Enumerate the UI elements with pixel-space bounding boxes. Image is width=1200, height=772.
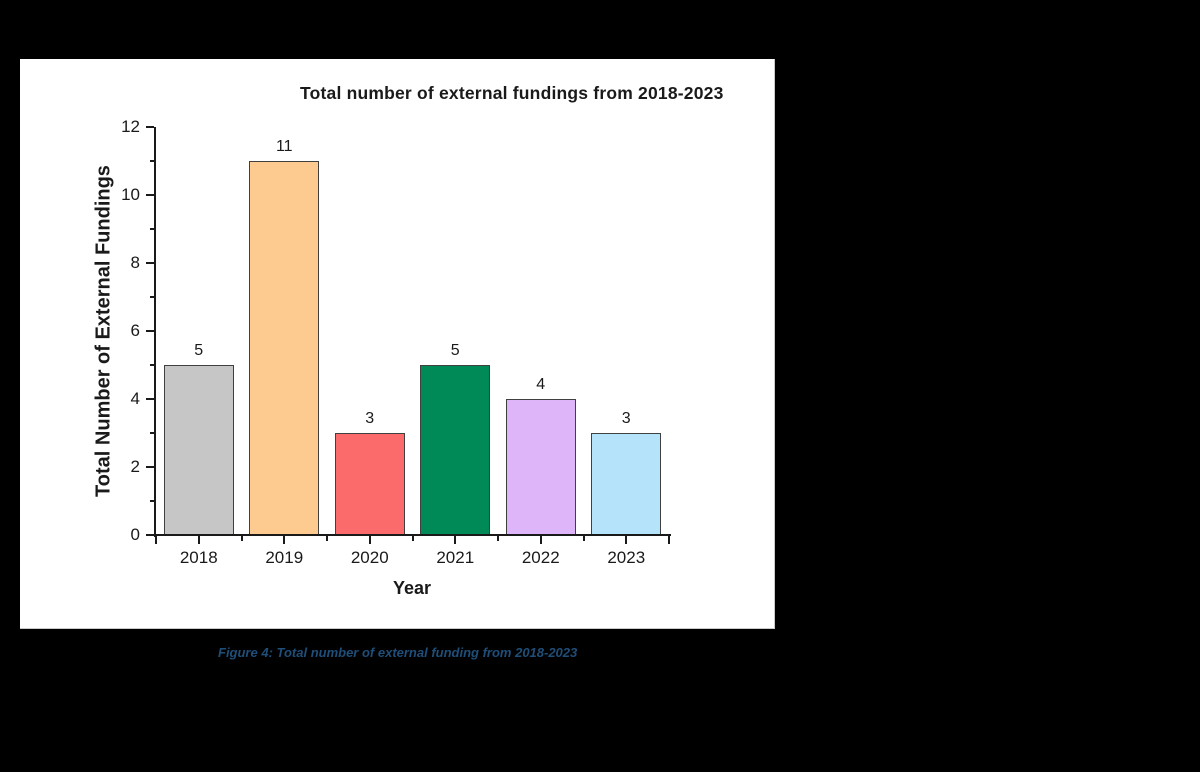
y-minor-tick: [150, 296, 154, 298]
x-tick-label: 2022: [521, 548, 560, 567]
y-major-tick: [146, 126, 154, 128]
x-minor-tick: [240, 536, 243, 541]
bar-value-label: 4: [536, 376, 546, 393]
x-tick-label: 2019: [265, 548, 304, 567]
y-major-tick: [146, 398, 154, 400]
bar-2020: [334, 433, 405, 535]
y-axis-line: [154, 127, 156, 537]
x-major-tick: [625, 536, 628, 544]
x-tick-label: 2018: [179, 548, 218, 567]
x-tick-label: 2023: [607, 548, 646, 567]
x-minor-tick: [668, 536, 670, 544]
y-tick-label: 12: [121, 117, 140, 136]
figure-caption: Figure 4: Total number of external fundi…: [218, 645, 578, 660]
y-minor-tick: [150, 500, 154, 502]
y-tick-label: 2: [130, 457, 140, 476]
x-minor-tick: [326, 536, 328, 541]
bar-2018: [163, 365, 234, 535]
y-major-tick: [146, 534, 154, 536]
bar-value-label: 5: [194, 342, 204, 359]
bar-value-label: 3: [365, 410, 375, 427]
x-axis-title: Year: [392, 578, 432, 598]
y-tick-label: 10: [121, 185, 140, 204]
x-tick-label: 2020: [350, 548, 389, 567]
chart-title: Total number of external fundings from 2…: [300, 83, 724, 103]
y-minor-tick: [150, 432, 154, 434]
x-major-tick: [197, 536, 200, 544]
bar-2019: [249, 161, 320, 535]
y-major-tick: [146, 466, 154, 468]
bar-value-label: 11: [275, 138, 293, 155]
x-minor-tick: [155, 536, 157, 544]
x-minor-tick: [497, 536, 499, 541]
y-major-tick: [146, 194, 154, 196]
bar-value-label: 5: [450, 342, 460, 359]
bar-value-label: 3: [621, 410, 631, 427]
x-axis-line: [154, 534, 671, 536]
x-minor-tick: [582, 536, 585, 541]
x-tick-label: 2021: [436, 548, 475, 567]
x-major-tick: [539, 536, 542, 544]
y-tick-label: 8: [130, 253, 140, 272]
x-major-tick: [283, 536, 286, 544]
y-tick-label: 0: [130, 525, 140, 544]
x-major-tick: [454, 536, 457, 544]
bar-2023: [591, 433, 662, 535]
y-major-tick: [146, 330, 154, 332]
figure-panel: Total number of external fundings from 2…: [20, 59, 775, 629]
y-minor-tick: [150, 364, 154, 366]
bar-2022: [505, 399, 576, 535]
y-tick-label: 4: [130, 389, 140, 408]
bar-2021: [420, 365, 491, 535]
y-tick-label: 6: [130, 321, 140, 340]
y-minor-tick: [150, 160, 154, 162]
y-major-tick: [146, 262, 154, 264]
x-minor-tick: [411, 536, 414, 541]
x-major-tick: [368, 536, 371, 544]
y-minor-tick: [150, 228, 154, 230]
